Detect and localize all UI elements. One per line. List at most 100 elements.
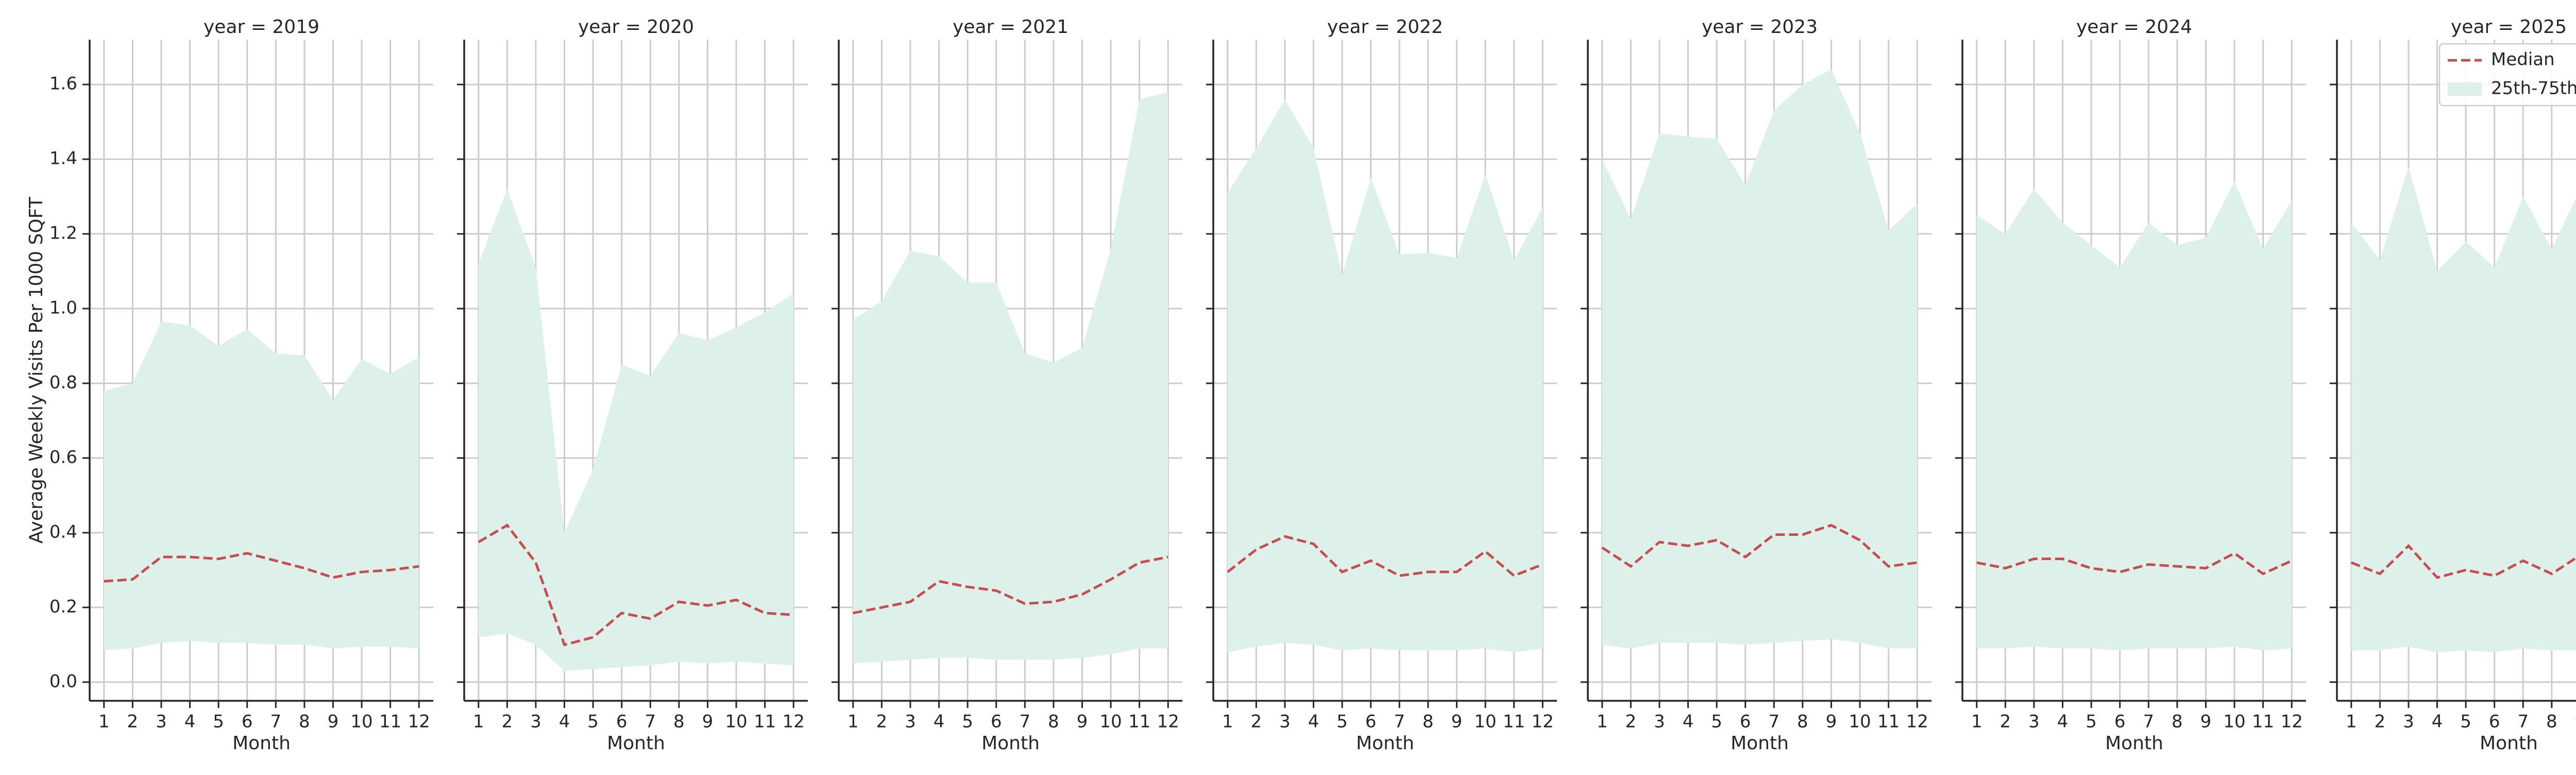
percentile-band	[104, 322, 419, 651]
subplot-title: year = 2024	[2076, 16, 2192, 38]
x-axis-label: Month	[2105, 733, 2163, 754]
percentile-band	[1227, 99, 1543, 652]
y-tick-label: 0.8	[49, 372, 77, 393]
subplot-title: year = 2025	[2451, 16, 2567, 38]
x-tick-label: 8	[2546, 712, 2557, 732]
subplot-title: year = 2019	[204, 16, 319, 38]
x-tick-label: 4	[1308, 712, 1319, 732]
percentile-band	[1602, 69, 1918, 649]
x-tick-label: 5	[1336, 712, 1348, 732]
x-tick-label: 8	[673, 712, 685, 732]
x-tick-label: 10	[725, 712, 747, 732]
median-line	[853, 555, 1168, 615]
y-tick-label: 1.6	[49, 73, 77, 94]
x-tick-label: 11	[379, 712, 401, 732]
x-tick-label: 11	[1128, 712, 1150, 732]
median-line	[1227, 535, 1544, 578]
legend-label: Median	[2491, 49, 2555, 70]
x-tick-label: 12	[1157, 712, 1179, 732]
x-tick-label: 9	[702, 712, 714, 732]
x-tick-label: 11	[2252, 712, 2274, 732]
x-tick-label: 6	[242, 712, 253, 732]
x-tick-label: 8	[1048, 712, 1059, 732]
x-tick-label: 1	[1597, 712, 1608, 732]
x-tick-label: 2	[502, 712, 513, 732]
x-tick-label: 8	[1422, 712, 1434, 732]
x-tick-label: 8	[1797, 712, 1808, 732]
x-tick-label: 10	[1474, 712, 1496, 732]
x-tick-label: 10	[1849, 712, 1871, 732]
x-tick-label: 10	[350, 712, 372, 732]
x-tick-label: 5	[2086, 712, 2097, 732]
x-tick-label: 12	[1532, 712, 1554, 732]
x-tick-label: 6	[991, 712, 1002, 732]
x-axis-label: Month	[981, 733, 1040, 754]
x-tick-label: 3	[1279, 712, 1291, 732]
x-tick-label: 12	[783, 712, 805, 732]
x-tick-label: 6	[1365, 712, 1377, 732]
percentile-band	[2351, 166, 2576, 652]
x-tick-label: 8	[2172, 712, 2183, 732]
x-tick-label: 3	[1654, 712, 1665, 732]
x-tick-label: 6	[2489, 712, 2500, 732]
x-tick-label: 4	[2057, 712, 2069, 732]
x-axis-label: Month	[1356, 733, 1414, 754]
x-axis-label: Month	[1731, 733, 1789, 754]
y-tick-label: 0.2	[49, 596, 77, 617]
x-tick-label: 3	[2403, 712, 2414, 732]
x-tick-label: 11	[1877, 712, 1900, 732]
x-tick-label: 8	[299, 712, 310, 732]
percentile-band	[478, 189, 794, 671]
x-tick-label: 1	[2346, 712, 2357, 732]
median-line	[478, 524, 794, 647]
legend-label: 25th-75th Percentile	[2491, 78, 2576, 99]
x-tick-label: 6	[2114, 712, 2126, 732]
x-tick-label: 7	[1019, 712, 1030, 732]
x-axis-label: Month	[2480, 733, 2538, 754]
x-tick-label: 6	[1740, 712, 1751, 732]
subplot: 0.00.20.40.60.81.01.21.41.61 2 3 4 5 6 7 8 9 10 11…	[26, 16, 433, 754]
x-tick-label: 1	[98, 712, 110, 732]
x-tick-label: 2	[1251, 712, 1262, 732]
median-line	[104, 552, 419, 583]
x-tick-label: 3	[905, 712, 916, 732]
x-tick-label: 4	[2432, 712, 2443, 732]
x-tick-label: 9	[328, 712, 339, 732]
y-axis-label: Average Weekly Visits Per 1000 SQFT	[26, 196, 47, 544]
x-tick-label: 3	[156, 712, 167, 732]
x-tick-label: 7	[1768, 712, 1780, 732]
x-tick-label: 1	[1971, 712, 1982, 732]
x-tick-label: 12	[2281, 712, 2303, 732]
x-tick-label: 7	[270, 712, 281, 732]
x-tick-label: 12	[1906, 712, 1928, 732]
x-tick-label: 4	[559, 712, 570, 732]
legend-swatch	[2448, 82, 2482, 96]
x-tick-label: 5	[2460, 712, 2471, 732]
x-axis-label: Month	[607, 733, 665, 754]
x-tick-label: 10	[1099, 712, 1122, 732]
x-tick-label: 5	[213, 712, 224, 732]
x-tick-label: 9	[2200, 712, 2212, 732]
x-tick-label: 9	[1451, 712, 1463, 732]
subplot-title: year = 2021	[953, 16, 1069, 38]
percentile-band	[853, 92, 1168, 664]
x-tick-label: 4	[934, 712, 945, 732]
percentile-band	[1976, 181, 2292, 651]
x-tick-label: 5	[962, 712, 973, 732]
y-tick-label: 0.4	[49, 521, 77, 542]
x-tick-label: 1	[1222, 712, 1233, 732]
x-tick-label: 10	[2223, 712, 2245, 732]
x-tick-label: 2	[127, 712, 139, 732]
subplot-title: year = 2023	[1702, 16, 1818, 38]
x-tick-label: 2	[2375, 712, 2386, 732]
x-tick-label: 4	[1683, 712, 1694, 732]
x-tick-label: 7	[2517, 712, 2529, 732]
median-line	[1976, 551, 2293, 576]
legend: Median 25th-75th Percentile	[2438, 43, 2576, 107]
